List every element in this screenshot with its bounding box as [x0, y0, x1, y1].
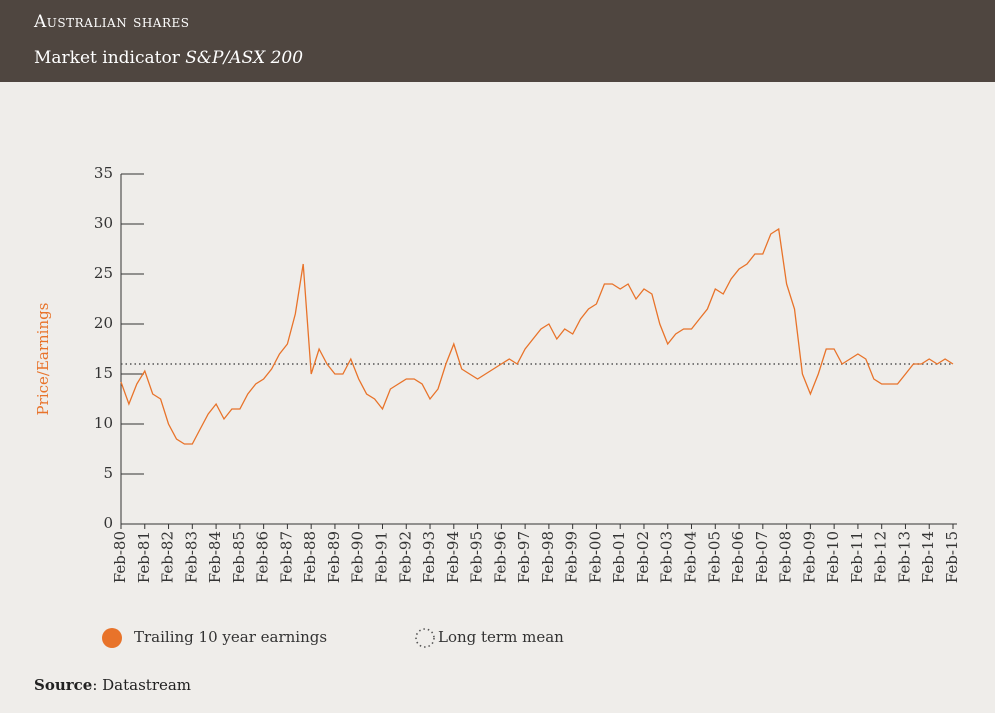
y-tick-label: 0	[103, 514, 113, 532]
x-tick-label: Feb-84	[206, 531, 224, 583]
x-tick-label: Feb-06	[729, 531, 747, 583]
y-axis-label: Price/Earnings	[34, 303, 52, 416]
y-tick-label: 30	[94, 214, 113, 232]
x-tick-label: Feb-95	[468, 531, 486, 583]
x-tick-label: Feb-92	[396, 531, 414, 583]
legend-swatch	[415, 628, 435, 648]
x-tick-label: Feb-10	[824, 531, 842, 583]
y-tick-label: 35	[94, 164, 113, 182]
x-tick-label: Feb-02	[634, 531, 652, 583]
x-tick-label: Feb-87	[277, 531, 295, 583]
subtitle-index: S&P/ASX 200	[185, 48, 304, 68]
x-tick-label: Feb-01	[610, 531, 628, 583]
x-tick-label: Feb-88	[301, 531, 319, 583]
x-tick-label: Feb-03	[658, 531, 676, 583]
y-tick-label: 5	[103, 464, 113, 482]
x-tick-label: Feb-98	[539, 531, 557, 583]
x-tick-label: Feb-11	[848, 531, 866, 583]
x-tick-label: Feb-05	[705, 531, 723, 583]
x-tick-label: Feb-82	[159, 531, 177, 583]
source-label: Source	[34, 676, 93, 694]
x-tick-label: Feb-08	[777, 531, 795, 583]
y-tick-label: 15	[94, 364, 113, 382]
x-tick-label: Feb-13	[895, 531, 913, 583]
x-tick-label: Feb-85	[230, 531, 248, 583]
x-tick-label: Feb-09	[800, 531, 818, 583]
x-tick-label: Feb-83	[182, 531, 200, 583]
x-tick-label: Feb-97	[515, 531, 533, 583]
x-tick-label: Feb-93	[420, 531, 438, 583]
source: Source: Datastream	[34, 676, 191, 694]
title: Australian shares	[34, 12, 190, 32]
legend-label: Trailing 10 year earnings	[134, 628, 327, 646]
legend-swatch	[102, 628, 122, 648]
x-tick-label: Feb-80	[111, 531, 129, 583]
subtitle: Market indicator S&P/ASX 200	[34, 48, 303, 68]
x-tick-label: Feb-07	[753, 531, 771, 583]
x-tick-label: Feb-04	[682, 531, 700, 583]
x-tick-label: Feb-96	[491, 531, 509, 583]
x-tick-label: Feb-91	[372, 531, 390, 583]
y-tick-label: 20	[94, 314, 113, 332]
x-tick-label: Feb-94	[444, 531, 462, 583]
x-tick-label: Feb-99	[563, 531, 581, 583]
x-tick-label: Feb-81	[135, 531, 153, 583]
x-tick-label: Feb-14	[919, 531, 937, 583]
y-tick-label: 10	[94, 414, 113, 432]
legend-label: Long term mean	[438, 628, 564, 646]
y-tick-label: 25	[94, 264, 113, 282]
x-tick-label: Feb-86	[254, 531, 272, 583]
header: Australian shares Market indicator S&P/A…	[0, 0, 995, 82]
x-tick-label: Feb-12	[872, 531, 890, 583]
x-tick-label: Feb-90	[349, 531, 367, 583]
x-tick-label: Feb-89	[325, 531, 343, 583]
subtitle-text: Market indicator	[34, 48, 180, 68]
source-text: : Datastream	[92, 676, 192, 694]
x-tick-label: Feb-00	[586, 531, 604, 583]
series-line	[120, 227, 954, 445]
x-tick-label: Feb-15	[943, 531, 961, 583]
